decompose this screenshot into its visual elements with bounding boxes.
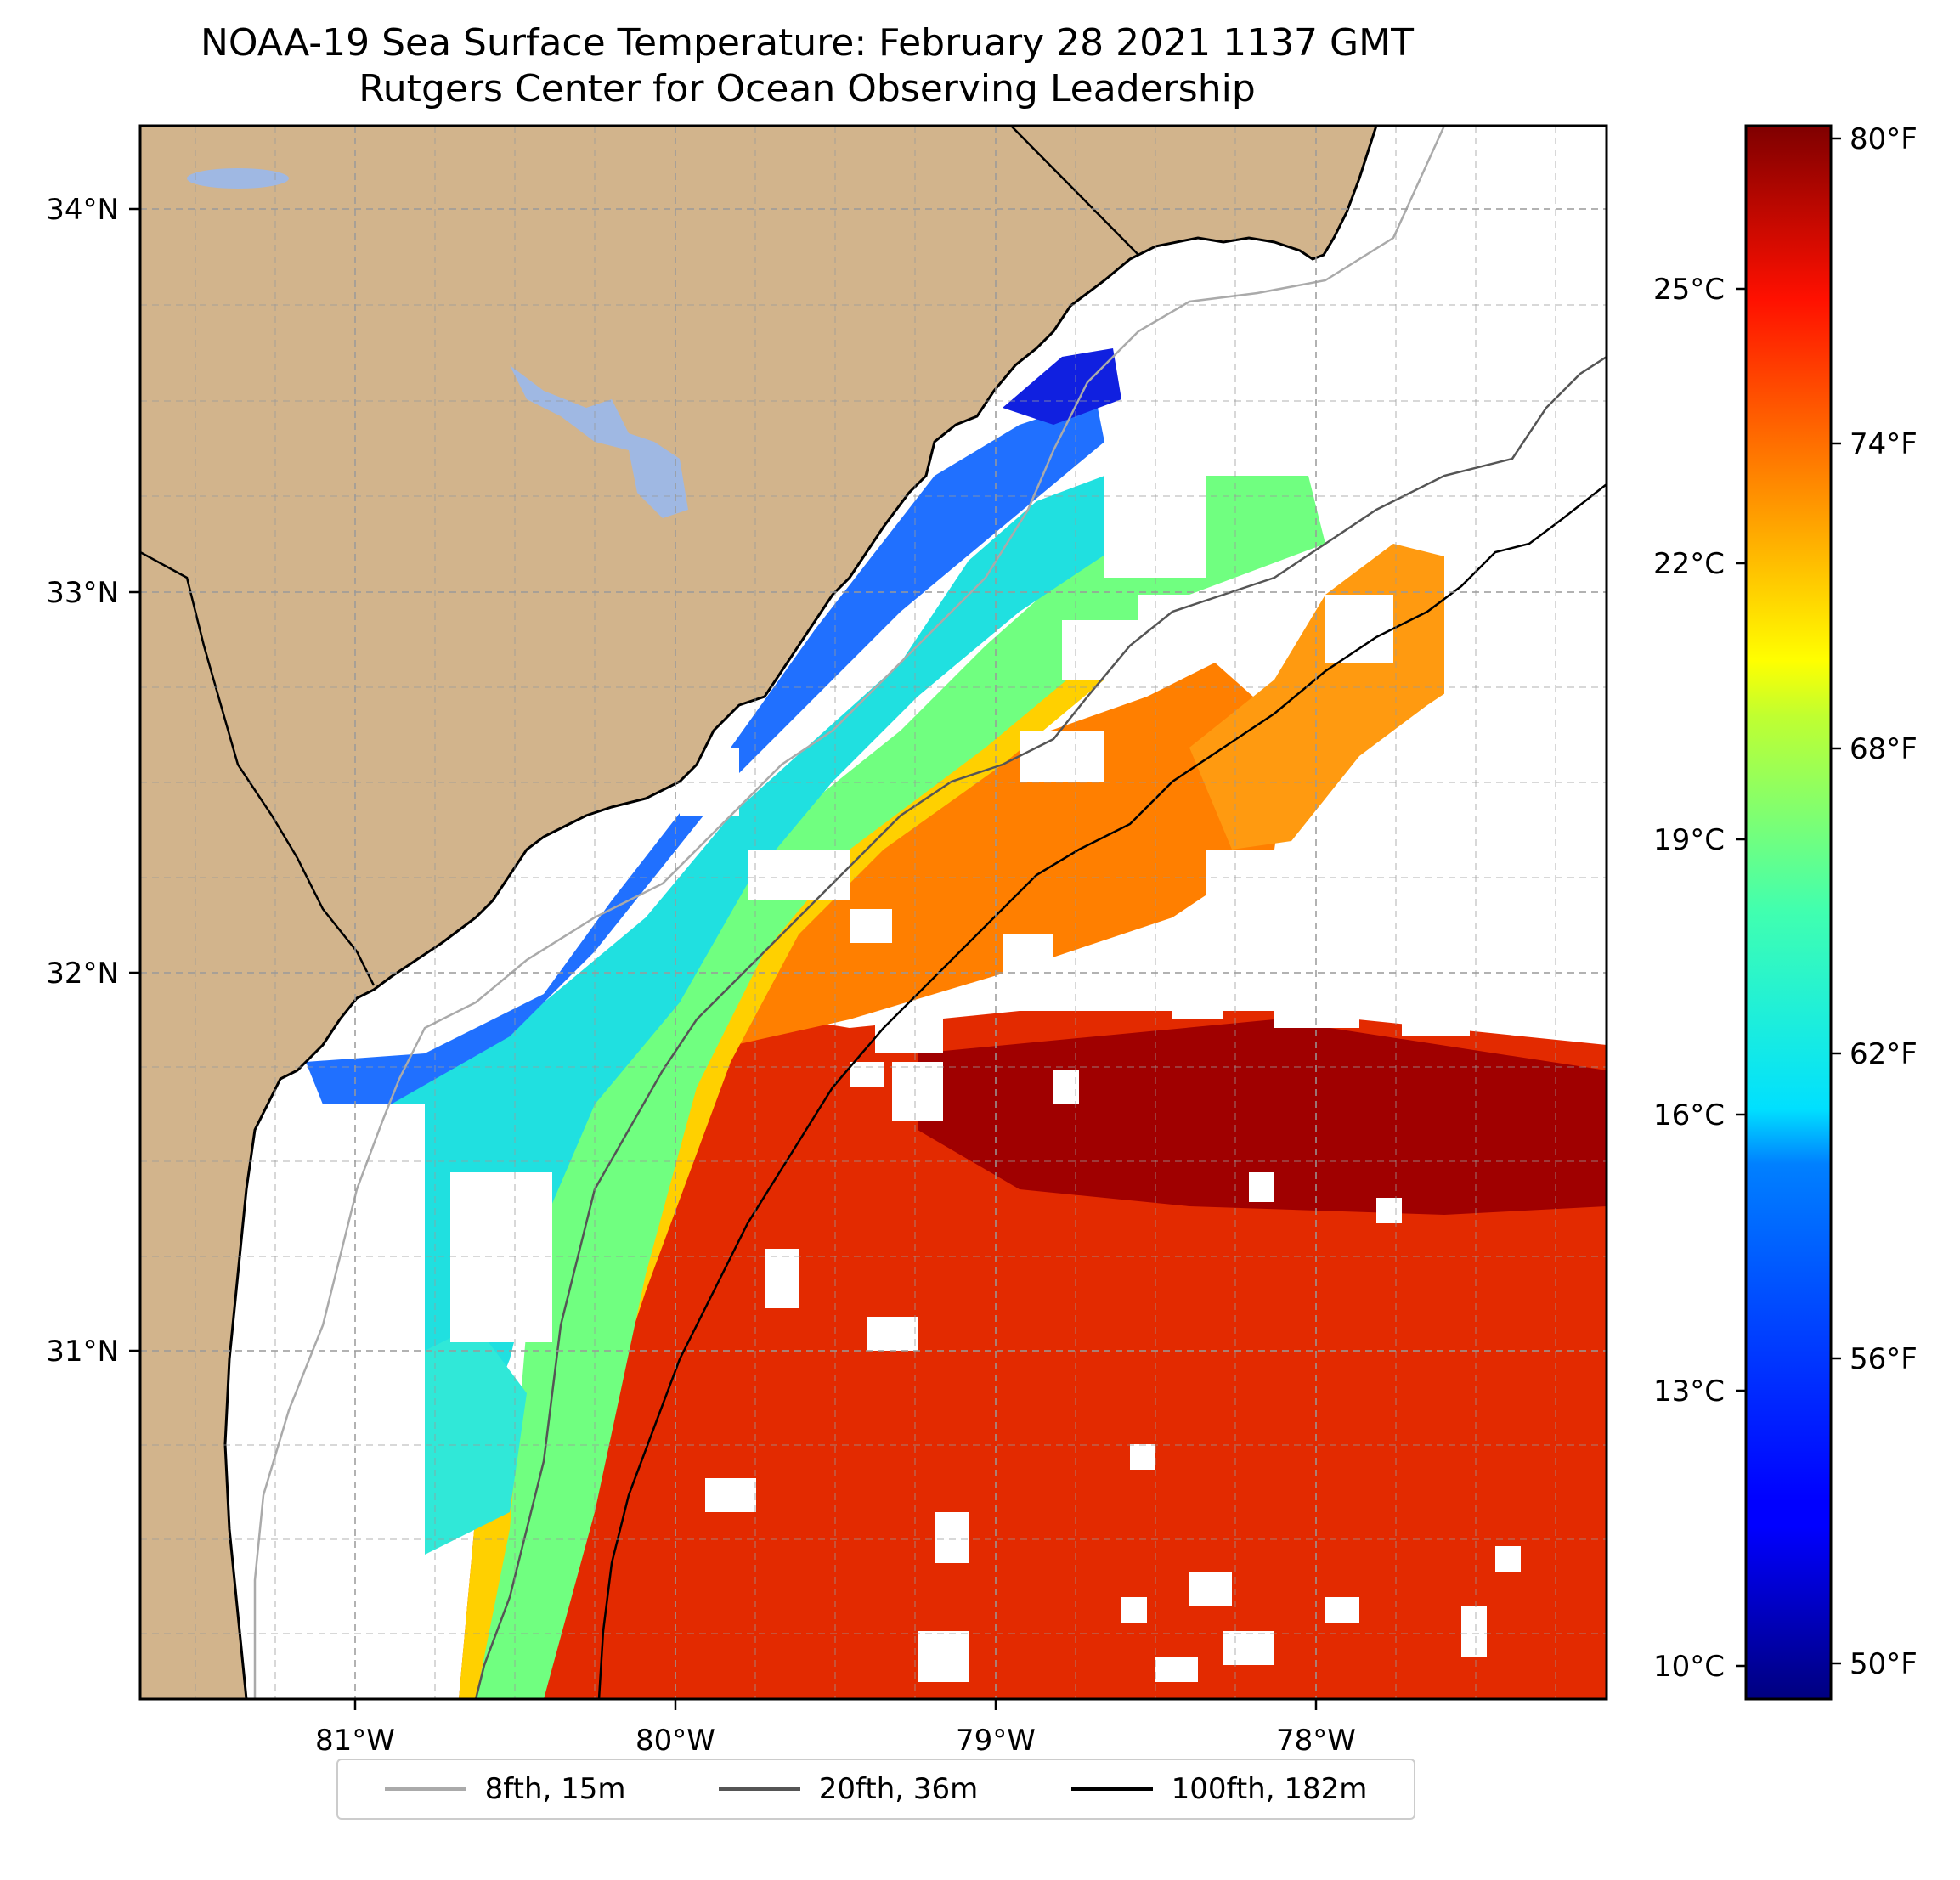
celsius-label-25: 25°C <box>1653 273 1725 307</box>
celsius-label-19: 19°C <box>1653 823 1725 857</box>
lon-label-81: 81°W <box>315 1724 395 1758</box>
legend-item-100fth: 100fth, 182m <box>1070 1772 1368 1806</box>
celsius-label-13: 13°C <box>1653 1375 1725 1409</box>
chart-title: NOAA-19 Sea Surface Temperature: Februar… <box>201 21 1414 65</box>
lon-label-80: 80°W <box>635 1724 715 1758</box>
sst-orange-northeast <box>1189 544 1478 850</box>
legend-swatch-20fth <box>718 1787 800 1791</box>
lat-label-31: 31°N <box>46 1335 119 1369</box>
lon-label-79: 79°W <box>956 1724 1036 1758</box>
land <box>140 126 1378 1699</box>
legend-label-20fth: 20fth, 36m <box>818 1772 979 1806</box>
isobath-100fth <box>597 483 1607 1699</box>
sst-green-band <box>476 476 1325 1699</box>
isobath-20fth <box>474 355 1607 1699</box>
map-frame <box>138 124 1608 1701</box>
lake-marion <box>187 168 289 189</box>
fahrenheit-ticks <box>1831 137 1841 1665</box>
celsius-label-10: 10°C <box>1653 1650 1725 1684</box>
isobath-legend: 8fth, 15m 20fth, 36m 100fth, 182m <box>336 1759 1415 1820</box>
state-border-ga <box>140 550 376 986</box>
legend-swatch-100fth <box>1070 1787 1153 1791</box>
lat-label-32: 32°N <box>46 957 119 991</box>
sst-blue-nearshore <box>306 399 1104 1104</box>
celsius-label-16: 16°C <box>1653 1098 1725 1132</box>
legend-swatch-8fth <box>384 1787 466 1791</box>
legend-item-20fth: 20fth, 36m <box>718 1772 979 1806</box>
sst-dark-red-core <box>918 1019 1607 1215</box>
map-area <box>140 126 1607 1699</box>
chart-subtitle: Rutgers Center for Ocean Observing Leade… <box>359 67 1256 110</box>
lat-label-34: 34°N <box>46 193 119 227</box>
colorbar <box>1744 124 1833 1701</box>
celsius-label-22: 22°C <box>1653 547 1725 581</box>
legend-item-8fth: 8fth, 15m <box>384 1772 626 1806</box>
sst-orange-band <box>459 663 1291 1699</box>
fahrenheit-label-68: 68°F <box>1850 732 1918 766</box>
lake-moultrie <box>510 365 688 518</box>
lat-label-33: 33°N <box>46 576 119 610</box>
gridlines <box>140 126 1607 1699</box>
lon-label-78: 78°W <box>1276 1724 1356 1758</box>
state-border <box>1010 126 1139 256</box>
fahrenheit-label-80: 80°F <box>1850 122 1918 156</box>
celsius-ticks <box>1736 287 1746 1668</box>
lat-ticks <box>129 207 140 1352</box>
fahrenheit-label-74: 74°F <box>1850 427 1918 461</box>
fahrenheit-label-56: 56°F <box>1850 1342 1918 1376</box>
sst-dark-blue-patch <box>1003 348 1121 425</box>
fahrenheit-label-62: 62°F <box>1850 1037 1918 1071</box>
lon-ticks <box>353 1699 1318 1710</box>
legend-label-8fth: 8fth, 15m <box>484 1772 626 1806</box>
fahrenheit-label-50: 50°F <box>1850 1647 1918 1681</box>
legend-label-100fth: 100fth, 182m <box>1171 1772 1368 1806</box>
